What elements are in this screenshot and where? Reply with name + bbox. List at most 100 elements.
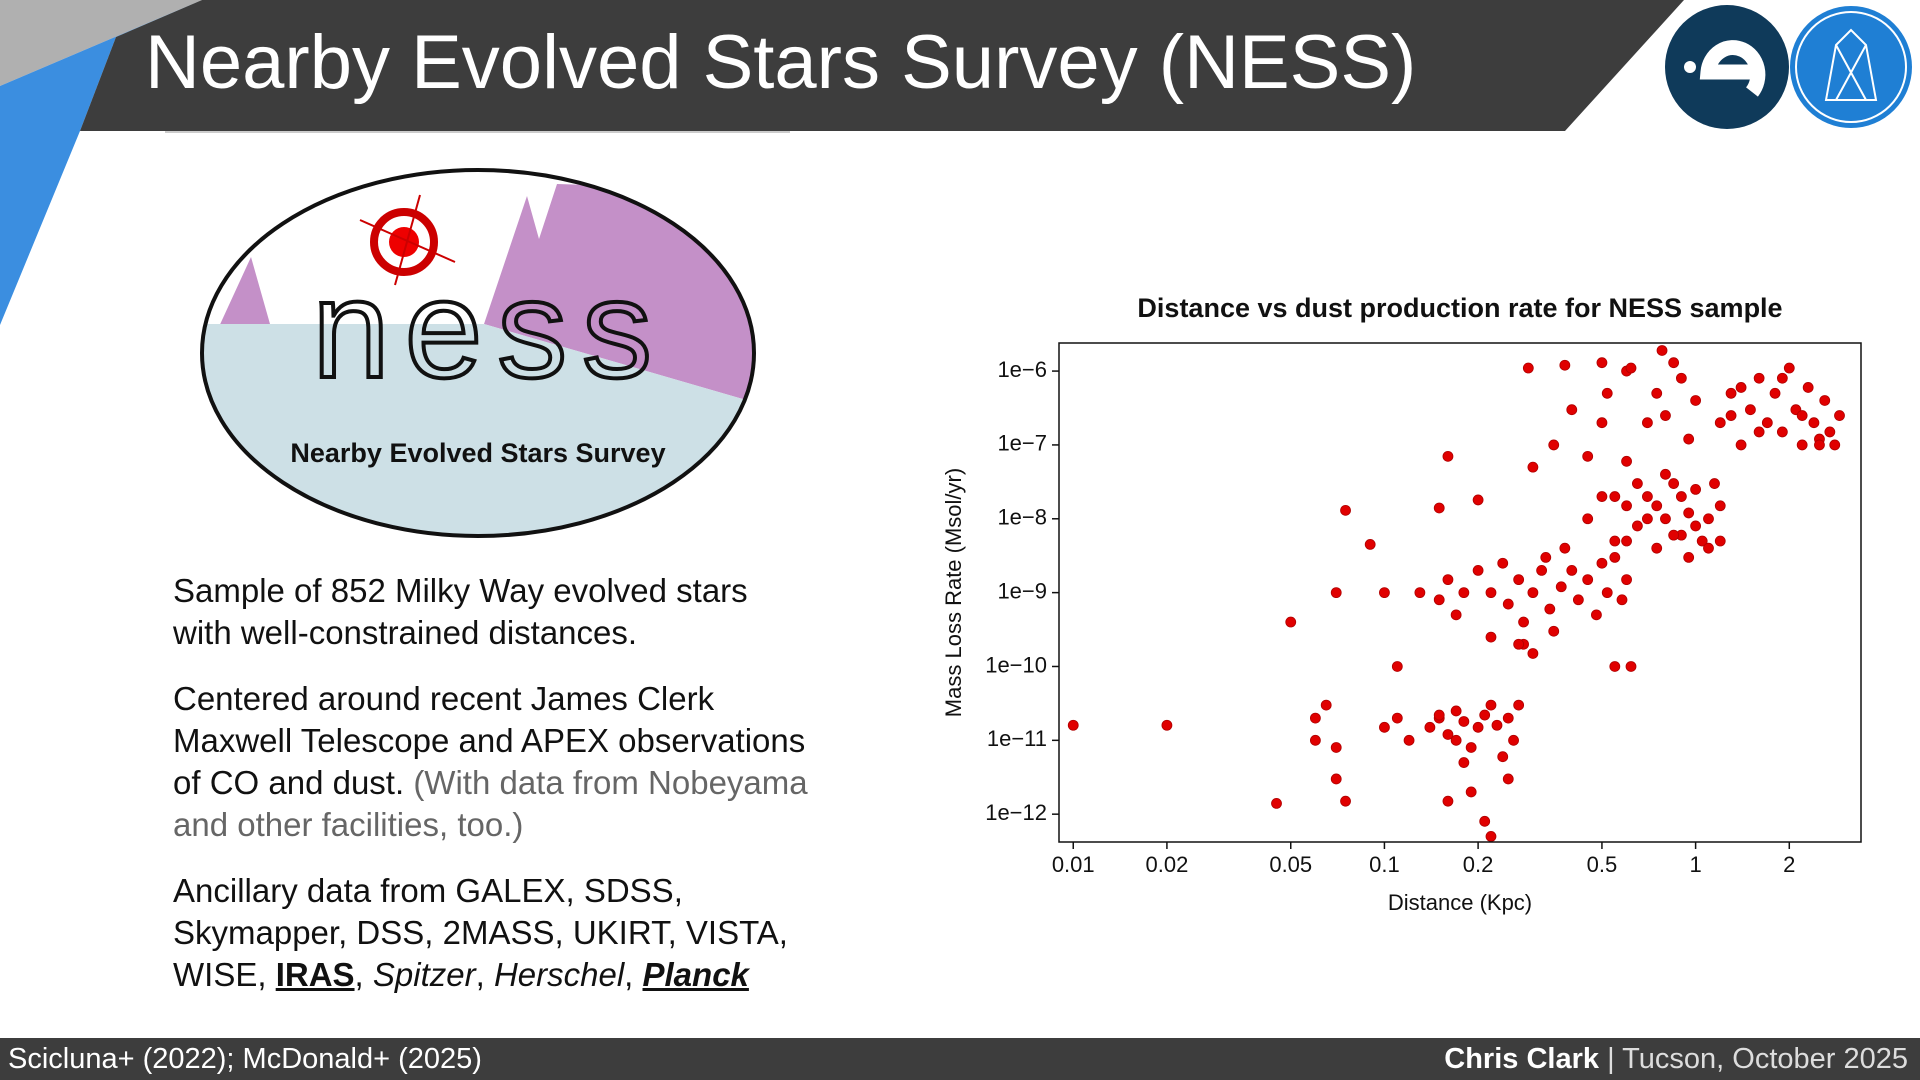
data-point xyxy=(1625,661,1637,672)
data-point xyxy=(1485,587,1497,599)
y-tick-label: 1e−7 xyxy=(997,431,1047,456)
x-axis-label: Distance (Kpc) xyxy=(1388,890,1532,915)
data-point xyxy=(1450,609,1462,621)
data-point xyxy=(1582,574,1594,586)
data-point xyxy=(1450,734,1462,746)
paragraph: Centered around recent James Clerk Maxwe… xyxy=(173,678,813,846)
text-segment: IRAS xyxy=(275,956,355,993)
esa-logo-e xyxy=(1699,40,1766,97)
paragraph: Sample of 852 Milky Way evolved stars wi… xyxy=(173,570,813,654)
data-point xyxy=(1540,551,1552,563)
data-point xyxy=(1379,721,1390,733)
data-point xyxy=(1683,433,1695,445)
data-point xyxy=(1340,504,1351,516)
text-segment: , xyxy=(475,956,494,993)
data-point xyxy=(1497,751,1509,763)
data-point xyxy=(1709,478,1720,489)
data-point xyxy=(1555,581,1567,593)
data-point xyxy=(1161,719,1173,731)
data-point xyxy=(1609,491,1621,502)
data-point xyxy=(1566,404,1578,416)
data-point xyxy=(1424,721,1436,733)
data-point xyxy=(1834,410,1845,421)
data-point xyxy=(1527,461,1539,473)
footer-location: | Tucson, October 2025 xyxy=(1607,1043,1908,1075)
text-segment: Ancillary data from GALEX, SDSS, Skymapp… xyxy=(173,872,788,993)
data-point xyxy=(1442,574,1454,586)
data-point xyxy=(1458,716,1470,727)
data-point xyxy=(1808,417,1820,429)
data-point xyxy=(1621,535,1632,547)
data-point xyxy=(1591,609,1602,621)
data-point xyxy=(1814,439,1825,451)
data-point xyxy=(1271,797,1282,809)
blue-stripe xyxy=(0,0,202,325)
data-point xyxy=(1819,395,1831,406)
data-point xyxy=(1522,362,1534,374)
data-point xyxy=(1513,574,1525,586)
logo-star-core xyxy=(389,227,419,257)
jwst-logo-ring xyxy=(1795,11,1907,123)
data-point xyxy=(1651,500,1663,512)
text-segment: Centered around recent James Clerk Maxwe… xyxy=(173,680,806,801)
data-point xyxy=(1745,404,1756,416)
data-point xyxy=(1527,587,1539,599)
data-point xyxy=(1559,359,1571,371)
data-point xyxy=(1601,387,1613,399)
data-point xyxy=(1714,535,1726,547)
data-point xyxy=(1802,382,1814,393)
data-point xyxy=(1513,699,1525,711)
data-point xyxy=(1776,372,1788,384)
data-point xyxy=(1776,426,1788,438)
data-point xyxy=(1690,395,1702,406)
data-point xyxy=(1364,538,1376,550)
data-point xyxy=(1609,551,1621,563)
text-segment: Spitzer xyxy=(372,956,476,993)
data-point xyxy=(1642,491,1653,502)
data-point xyxy=(1403,734,1415,746)
data-point xyxy=(1621,500,1632,512)
data-point xyxy=(1442,795,1454,807)
data-point xyxy=(1465,742,1477,753)
esa-logo-dot xyxy=(1684,61,1696,73)
y-tick-label: 1e−11 xyxy=(987,726,1047,751)
text-segment: (With data from Nobeyama and other facil… xyxy=(173,764,808,843)
data-point xyxy=(1536,564,1548,576)
data-point xyxy=(1379,587,1390,599)
data-point xyxy=(1391,661,1403,672)
data-point xyxy=(1508,734,1519,746)
data-point xyxy=(1824,426,1836,438)
data-point xyxy=(1548,625,1560,637)
data-point xyxy=(1485,699,1497,711)
logo-border xyxy=(200,168,756,538)
data-point xyxy=(1829,439,1841,451)
data-point xyxy=(1596,357,1608,369)
footer-bar: Scicluna+ (2022); McDonald+ (2025) Chris… xyxy=(0,1038,1920,1080)
data-point xyxy=(1527,648,1539,659)
data-point xyxy=(1548,439,1560,451)
data-point xyxy=(1703,542,1714,554)
data-point xyxy=(1472,564,1484,576)
data-point xyxy=(1596,557,1608,569)
data-point xyxy=(1796,410,1808,421)
text-segment: Sample of 852 Milky Way evolved stars wi… xyxy=(173,572,748,651)
data-point xyxy=(1330,773,1342,785)
data-point xyxy=(1651,542,1663,554)
data-point xyxy=(1660,513,1671,525)
data-point xyxy=(1753,426,1765,438)
data-point xyxy=(1631,478,1643,489)
data-point xyxy=(1502,598,1514,610)
data-point xyxy=(1458,587,1470,599)
data-point xyxy=(1309,734,1321,746)
data-point xyxy=(1502,773,1514,785)
data-point xyxy=(1513,638,1525,650)
text-segment: Herschel xyxy=(493,956,625,993)
jwst-logo xyxy=(1790,6,1912,128)
data-point xyxy=(1485,631,1497,643)
y-tick-label: 1e−6 xyxy=(997,357,1047,382)
data-point xyxy=(1472,721,1484,733)
data-point xyxy=(1703,513,1714,525)
data-point xyxy=(1714,417,1726,429)
data-point xyxy=(1414,587,1426,599)
